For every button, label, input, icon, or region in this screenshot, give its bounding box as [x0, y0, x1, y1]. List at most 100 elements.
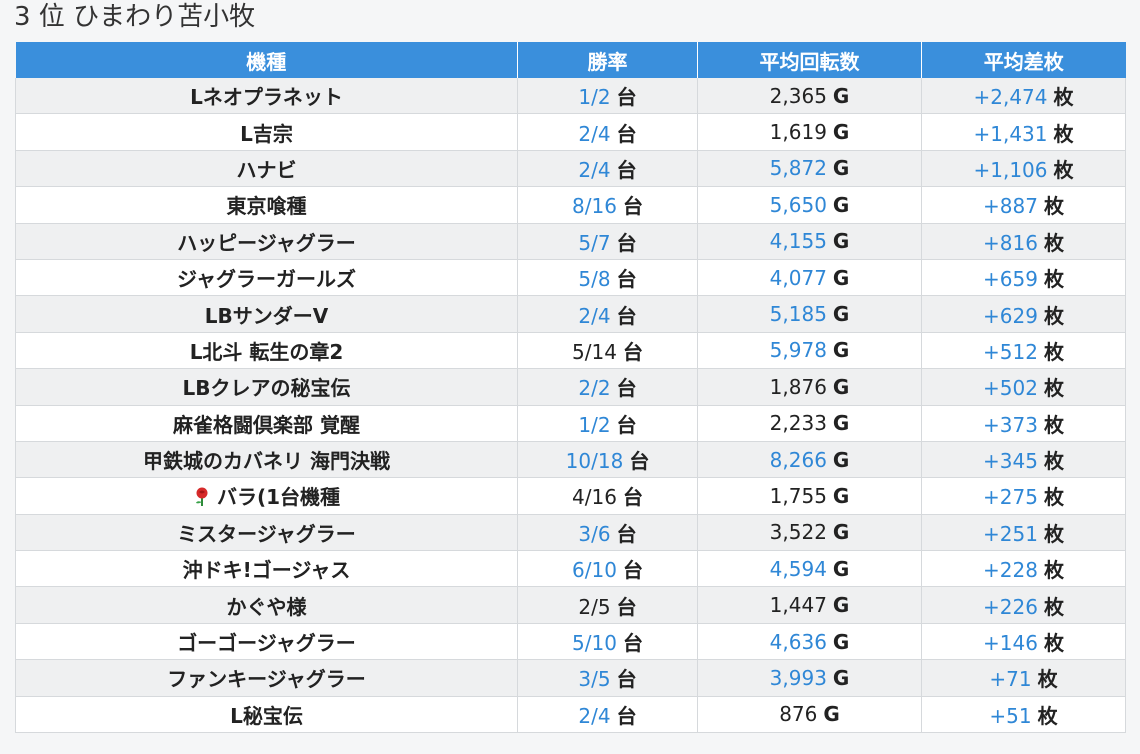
avg-diff-cell: +887 枚	[921, 186, 1126, 224]
unit-label: 台	[622, 339, 643, 364]
unit-label: 枚	[1043, 594, 1064, 619]
unit-label: 台	[616, 521, 637, 546]
win-rate-value: 2/2	[578, 376, 611, 401]
avg-diff-cell: +228 枚	[921, 550, 1126, 588]
avg-spins-value: 3,522	[769, 520, 827, 545]
table-row: ハナビ 2/4 台 5,872 G +1,106 枚	[15, 150, 1126, 188]
avg-spins-value: 8,266	[769, 447, 827, 472]
avg-diff-cell: +629 枚	[921, 295, 1126, 333]
machine-cell: L吉宗	[15, 113, 518, 151]
unit-label: G	[832, 520, 850, 545]
table-row: バラ(1台機種 4/16 台 1,755 G +275 枚	[15, 477, 1126, 515]
win-rate-cell: 2/4 台	[517, 113, 698, 151]
unit-label: 台	[616, 703, 637, 728]
table-body: Lネオプラネット 1/2 台 2,365 G +2,474 枚 L吉宗 2/4 台 1,619 G +1…	[15, 78, 1126, 734]
table-row: かぐや様 2/5 台 1,447 G +226 枚	[15, 586, 1126, 624]
avg-spins-cell: 5,872 G	[697, 150, 922, 188]
table-row: ゴーゴージャグラー 5/10 台 4,636 G +146 枚	[15, 623, 1126, 661]
win-rate-cell: 1/2 台	[517, 78, 698, 115]
unit-label: G	[823, 702, 840, 727]
unit-label: 台	[616, 121, 637, 146]
win-rate-value: 3/5	[578, 667, 611, 692]
header-win-rate[interactable]: 勝率	[517, 42, 698, 78]
avg-spins-value: 4,077	[769, 265, 827, 290]
machine-name: 甲鉄城のカバネリ 海門決戦	[143, 449, 390, 474]
unit-label: 台	[622, 631, 643, 656]
win-rate-value: 3/6	[578, 521, 611, 546]
unit-label: 台	[616, 157, 637, 182]
avg-diff-cell: +2,474 枚	[921, 78, 1126, 115]
table-row: L北斗 転生の章2 5/14 台 5,978 G +512 枚	[15, 332, 1126, 370]
win-rate-cell: 5/7 台	[517, 223, 698, 260]
avg-diff-cell: +1,431 枚	[921, 113, 1126, 151]
avg-diff-cell: +816 枚	[921, 223, 1126, 260]
table-row: 沖ドキ!ゴージャス 6/10 台 4,594 G +228 枚	[15, 550, 1126, 588]
machine-cell: LBクレアの秘宝伝	[15, 368, 518, 406]
machine-cell: 沖ドキ!ゴージャス	[15, 550, 518, 588]
avg-spins-value: 4,594	[769, 556, 827, 581]
header-avg-diff[interactable]: 平均差枚	[921, 42, 1126, 78]
machine-cell: 麻雀格闘倶楽部 覚醒	[15, 405, 518, 442]
machine-name: ジャグラーガールズ	[177, 267, 356, 292]
win-rate-cell: 6/10 台	[517, 550, 698, 588]
avg-spins-cell: 3,993 G	[697, 659, 922, 697]
unit-label: 枚	[1043, 412, 1064, 437]
win-rate-cell: 8/16 台	[517, 186, 698, 224]
avg-diff-value: +71	[989, 667, 1032, 692]
win-rate-value: 5/10	[572, 631, 617, 656]
unit-label: G	[832, 447, 850, 472]
avg-diff-value: +146	[983, 631, 1038, 656]
table-row: L吉宗 2/4 台 1,619 G +1,431 枚	[15, 113, 1126, 151]
table-row: 東京喰種 8/16 台 5,650 G +887 枚	[15, 186, 1126, 224]
machine-name: Lネオプラネット	[190, 85, 343, 110]
header-avg-spins[interactable]: 平均回転数	[697, 42, 922, 78]
avg-spins-cell: 1,619 G	[697, 113, 922, 151]
avg-diff-value: +275	[983, 485, 1038, 510]
machine-cell: かぐや様	[15, 586, 518, 624]
avg-diff-value: +228	[983, 558, 1038, 583]
avg-spins-value: 1,447	[769, 593, 827, 618]
unit-label: 枚	[1043, 631, 1064, 656]
machine-name: 沖ドキ!ゴージャス	[182, 558, 351, 583]
machine-name: ハナビ	[236, 157, 297, 182]
avg-diff-cell: +1,106 枚	[921, 150, 1126, 188]
unit-label: 枚	[1037, 703, 1058, 728]
win-rate-value: 5/14	[572, 339, 617, 364]
unit-label: G	[832, 120, 850, 145]
unit-label: 枚	[1043, 339, 1064, 364]
unit-label: 台	[616, 667, 637, 692]
machine-cell: ミスタージャグラー	[15, 514, 518, 552]
unit-label: 枚	[1043, 449, 1064, 474]
table-row: L秘宝伝 2/4 台 876 G +51 枚	[15, 696, 1126, 734]
avg-spins-cell: 5,978 G	[697, 332, 922, 370]
avg-spins-cell: 4,636 G	[697, 623, 922, 661]
avg-diff-cell: +345 枚	[921, 441, 1126, 479]
unit-label: 台	[616, 303, 637, 328]
header-machine[interactable]: 機種	[15, 42, 518, 78]
unit-label: G	[832, 83, 850, 108]
machine-cell: LBサンダーV	[15, 295, 518, 333]
avg-diff-value: +226	[983, 594, 1038, 619]
unit-label: G	[832, 374, 850, 399]
avg-diff-value: +659	[983, 267, 1038, 292]
ranking-table-container: 機種 勝率 平均回転数 平均差枚 Lネオプラネット 1/2 台 2,365 G +2,47…	[15, 42, 1126, 734]
machine-name: LBクレアの秘宝伝	[182, 376, 351, 401]
avg-spins-cell: 4,594 G	[697, 550, 922, 588]
avg-diff-cell: +251 枚	[921, 514, 1126, 552]
avg-spins-cell: 1,876 G	[697, 368, 922, 406]
machine-cell: 東京喰種	[15, 186, 518, 224]
avg-spins-value: 1,619	[769, 120, 827, 145]
unit-label: 台	[616, 230, 637, 255]
table-row: 麻雀格闘倶楽部 覚醒 1/2 台 2,233 G +373 枚	[15, 405, 1126, 442]
unit-label: 枚	[1037, 667, 1058, 692]
avg-spins-value: 3,993	[769, 665, 827, 690]
unit-label: 枚	[1053, 121, 1074, 146]
win-rate-value: 2/4	[578, 303, 611, 328]
win-rate-value: 5/8	[578, 267, 611, 292]
machine-stats-table: 機種 勝率 平均回転数 平均差枚 Lネオプラネット 1/2 台 2,365 G +2,47…	[15, 42, 1126, 734]
unit-label: G	[832, 629, 850, 654]
win-rate-value: 1/2	[578, 412, 611, 437]
avg-diff-cell: +226 枚	[921, 586, 1126, 624]
avg-diff-value: +629	[983, 303, 1038, 328]
unit-label: G	[832, 156, 850, 181]
